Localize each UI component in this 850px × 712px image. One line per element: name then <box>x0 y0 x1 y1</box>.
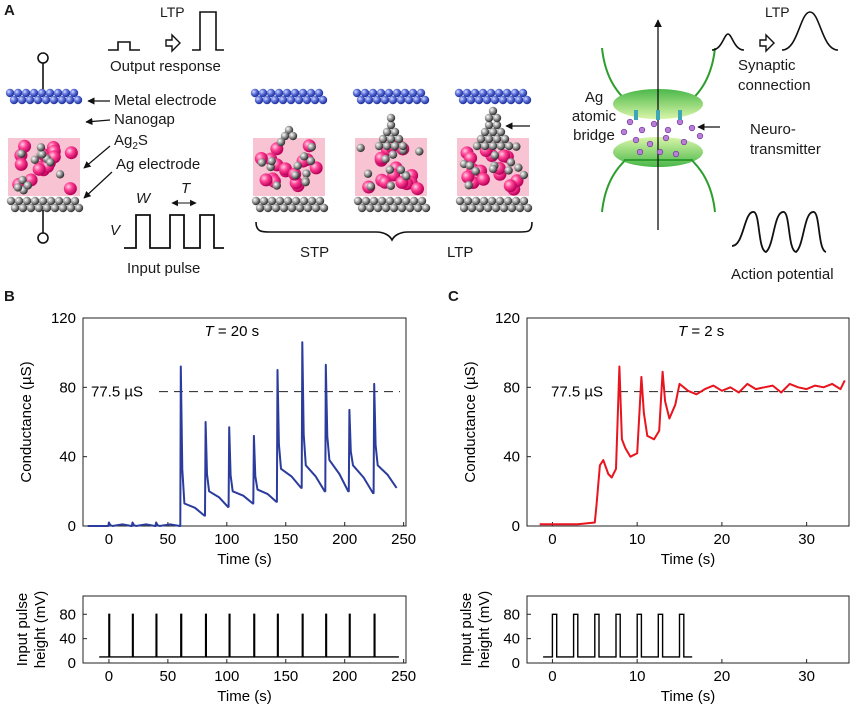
b-bottom-xtick-label: 100 <box>214 668 239 685</box>
b-bottom-ylabel-line2: height (mV) <box>32 591 49 669</box>
b-top-ytick-label: 120 <box>51 310 76 327</box>
b-bottom-frame <box>82 595 407 664</box>
panel-c-letter: C <box>448 288 459 305</box>
b-bottom-xtick-label: 200 <box>332 668 357 685</box>
pulse-period-label: T <box>181 180 191 197</box>
c-top-xtick-label: 10 <box>629 531 646 548</box>
ag-atomic-bridge-label: Ag atomic bridge <box>571 89 617 144</box>
ltp-bracket-label: LTP <box>447 244 474 261</box>
b-top-xtick-label: 250 <box>391 531 416 548</box>
b-top-ytick-label: 0 <box>68 518 76 535</box>
b-top-xtick-label: 200 <box>332 531 357 548</box>
metal-electrode-label: Metal electrode <box>114 92 217 109</box>
ag-electrode-label: Ag electrode <box>116 156 201 173</box>
input-pulse-label: Input pulse <box>127 260 201 277</box>
b-bottom-ytick-label: 40 <box>59 631 76 648</box>
ltp-left-label: LTP <box>160 4 185 20</box>
c-top-reference-label: 77.5 µS <box>551 384 603 401</box>
c-bottom-ylabel-line1: Input pulse <box>458 593 475 666</box>
c-bottom-ylabel-line2: height (mV) <box>476 591 493 669</box>
c-top-annotation: T = 2 s <box>678 323 724 340</box>
c-top-frame <box>526 317 850 527</box>
c-bottom-xtick-label: 10 <box>629 668 646 685</box>
c-bottom-ytick-label: 40 <box>503 631 520 648</box>
c-top-series-line <box>539 365 846 526</box>
c-bottom-frame <box>526 595 850 664</box>
b-top-frame <box>82 317 407 527</box>
synapse-illustration <box>601 19 716 230</box>
c-bottom-ytick-label: 0 <box>512 655 520 672</box>
neurotransmitter-label: Neuro-transmitter <box>750 121 821 158</box>
b-top-ytick-label: 40 <box>59 449 76 466</box>
c-bottom-ytick-label: 80 <box>503 606 520 623</box>
b-top-ylabel: Conductance (µS) <box>18 361 35 482</box>
pulse-voltage-label: V <box>110 222 121 239</box>
b-bottom-xtick-label: 0 <box>105 668 113 685</box>
b-bottom-ytick-label: 80 <box>59 606 76 623</box>
pulse-width-label: W <box>136 190 151 207</box>
c-top-xtick-label: 0 <box>548 531 556 548</box>
b-top-xtick-label: 50 <box>160 531 177 548</box>
stp-label: STP <box>300 244 330 261</box>
b-bottom-ylabel-line1: Input pulse <box>14 593 31 666</box>
c-top-ytick-label: 120 <box>495 310 520 327</box>
b-top-xlabel: Time (s) <box>217 551 271 568</box>
c-top-xtick-label: 30 <box>798 531 815 548</box>
c-top-ytick-label: 80 <box>503 379 520 396</box>
b-bottom-xtick-label: 150 <box>273 668 298 685</box>
c-bottom-xtick-label: 0 <box>548 668 556 685</box>
b-bottom-pulse-train <box>99 613 399 658</box>
b-top-xtick-label: 0 <box>105 531 113 548</box>
panel-a-letter: A <box>4 2 15 19</box>
device-main <box>5 52 84 244</box>
b-top-ytick-label: 80 <box>59 379 76 396</box>
c-top-xtick-label: 20 <box>714 531 731 548</box>
c-top-ytick-label: 40 <box>503 449 520 466</box>
action-potential-label: Action potential <box>731 266 834 283</box>
b-bottom-ytick-label: 0 <box>68 655 76 672</box>
device-stp-bridge <box>352 88 431 213</box>
b-bottom-xtick-label: 250 <box>391 668 416 685</box>
b-bottom-xlabel: Time (s) <box>217 688 271 705</box>
c-top-ytick-label: 0 <box>512 518 520 535</box>
b-top-xtick-label: 150 <box>273 531 298 548</box>
output-response-label: Output response <box>110 58 221 75</box>
ag2s-label: Ag2S <box>114 132 148 152</box>
c-bottom-xlabel: Time (s) <box>661 688 715 705</box>
c-top-xlabel: Time (s) <box>661 551 715 568</box>
b-top-reference-label: 77.5 µS <box>91 384 143 401</box>
nanogap-label: Nanogap <box>114 111 175 128</box>
device-stp-initial <box>250 88 329 213</box>
device-ltp-bridge <box>454 88 533 213</box>
action-potential-trace <box>731 211 827 253</box>
synaptic-connection-label: Synaptic connection <box>738 57 811 94</box>
c-bottom-xtick-label: 20 <box>714 668 731 685</box>
b-top-series-line <box>87 341 398 527</box>
b-top-xtick-label: 100 <box>214 531 239 548</box>
b-top-annotation: T = 20 s <box>205 323 260 340</box>
panel-b-letter: B <box>4 288 15 305</box>
c-bottom-xtick-label: 30 <box>798 668 815 685</box>
c-bottom-pulse-train <box>543 613 693 658</box>
b-bottom-xtick-label: 50 <box>160 668 177 685</box>
c-top-ylabel: Conductance (µS) <box>462 361 479 482</box>
ltp-right-label: LTP <box>765 4 790 20</box>
